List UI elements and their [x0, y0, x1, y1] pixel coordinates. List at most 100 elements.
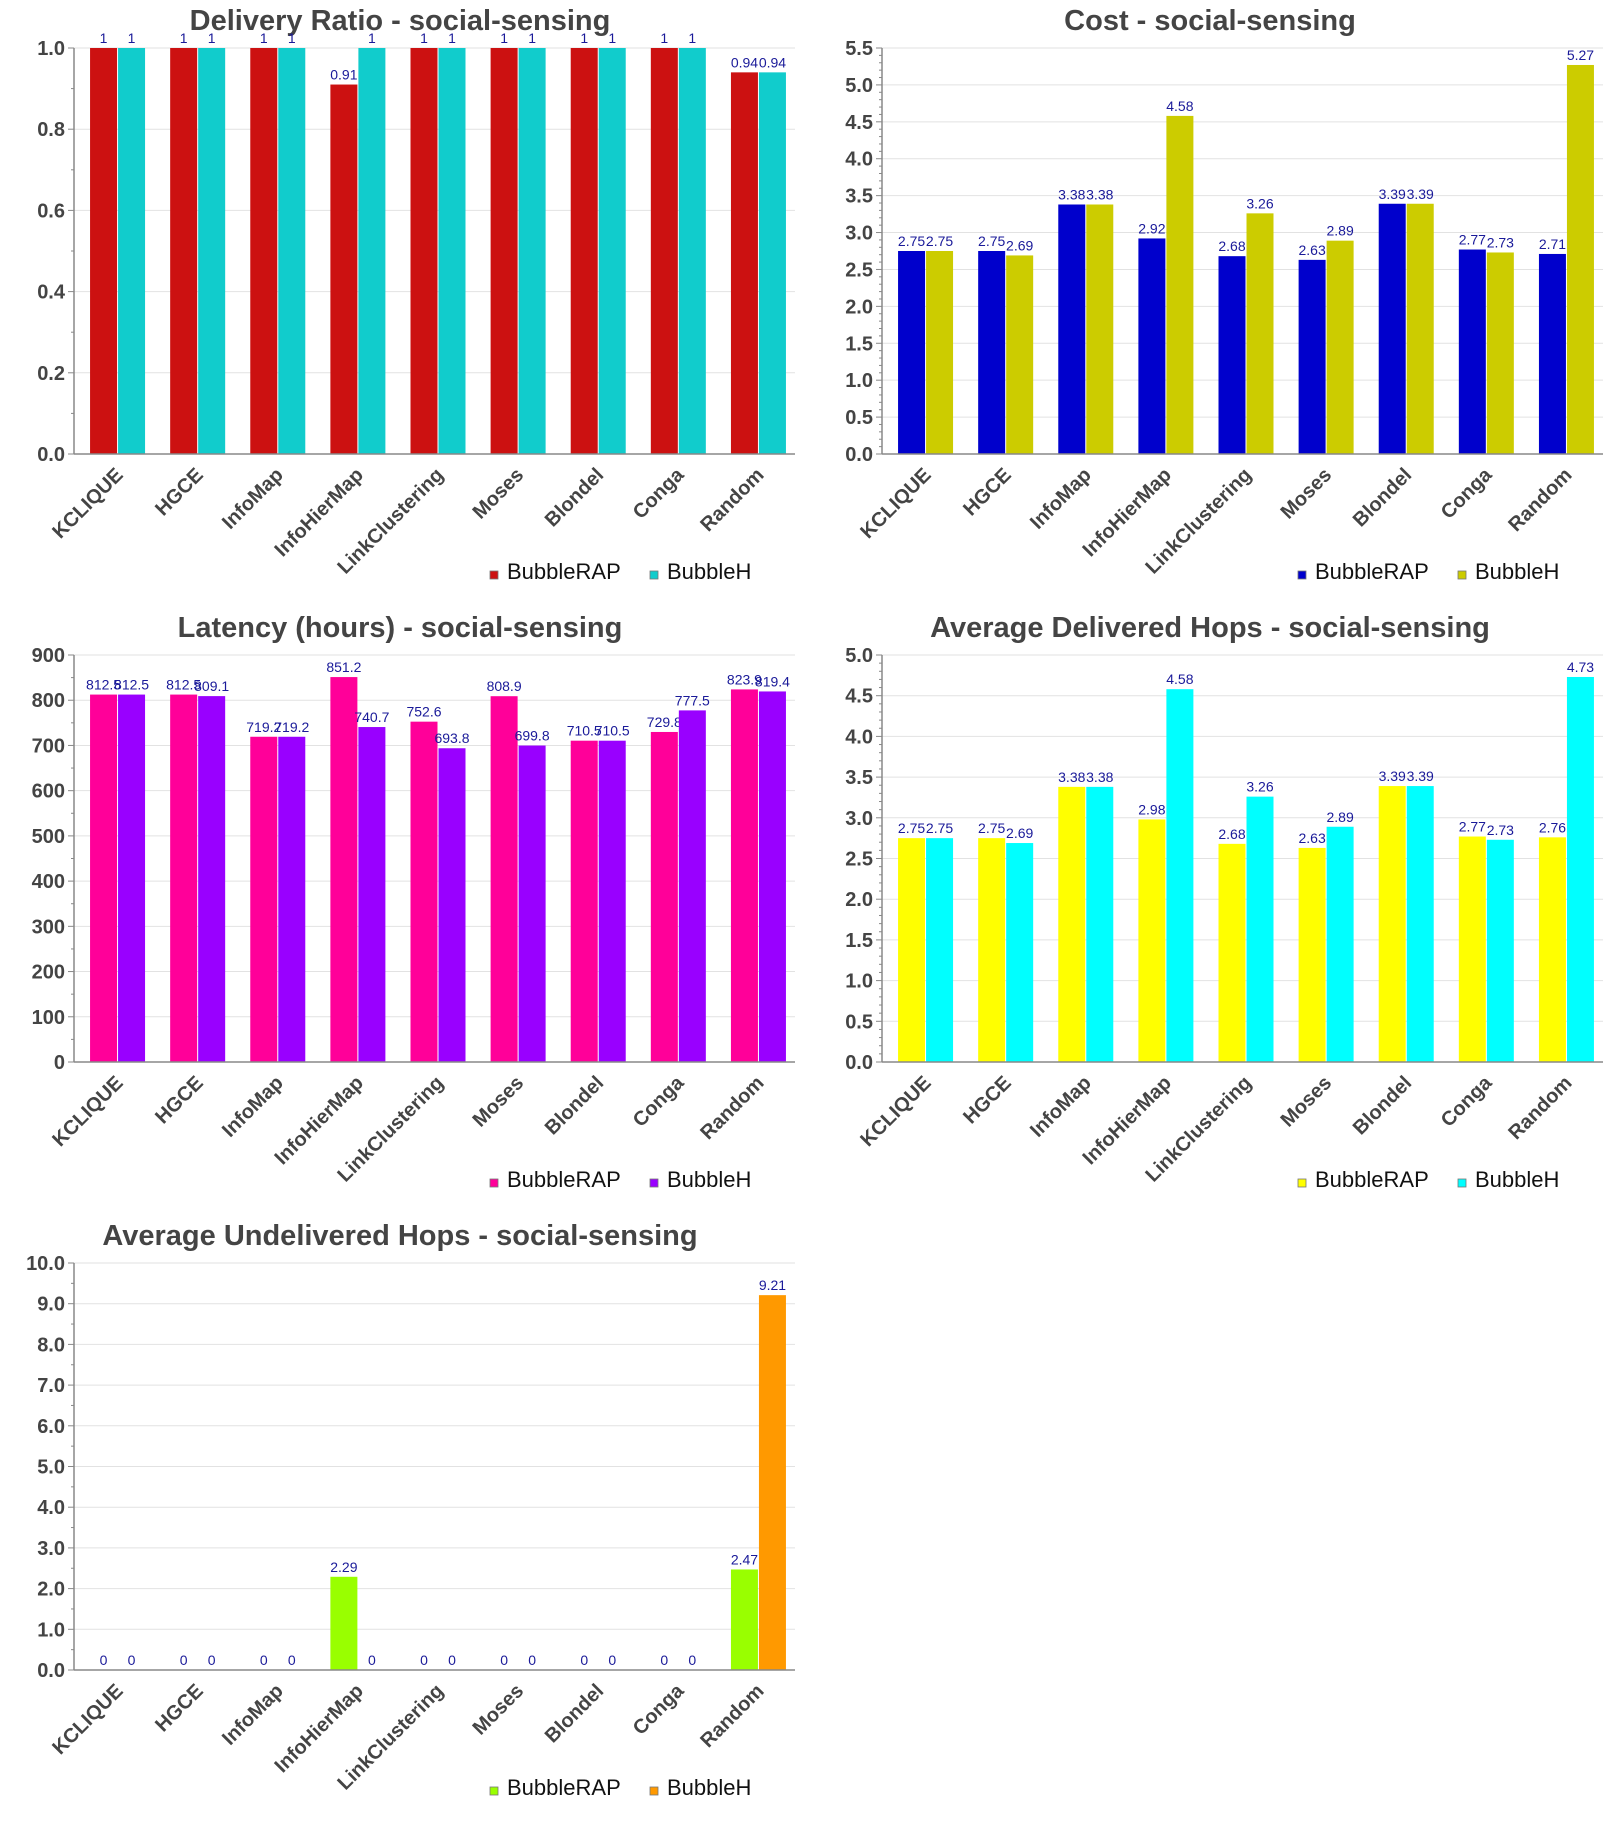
legend-swatch [1297, 570, 1307, 580]
legend-swatch [1457, 570, 1467, 580]
value-label: 2.68 [1218, 826, 1245, 842]
value-label: 2.29 [330, 1559, 357, 1575]
chart-title: Delivery Ratio - social-sensing [190, 5, 611, 37]
value-label: 1 [688, 30, 696, 46]
x-tick-label: Conga [629, 1679, 689, 1739]
value-label: 2.73 [1487, 822, 1514, 838]
value-label: 0 [528, 1652, 536, 1668]
y-tick-label: 1.5 [845, 930, 873, 952]
y-tick-label: 900 [32, 645, 65, 667]
legend-swatch [649, 570, 659, 580]
y-tick-label: 0.0 [845, 444, 873, 466]
value-label: 0 [368, 1652, 376, 1668]
bar-bubbleh-linkclustering [438, 48, 466, 454]
value-label: 740.7 [354, 709, 389, 725]
x-tick-label: Moses [469, 1680, 529, 1740]
bar-bubbleh-moses [1326, 826, 1354, 1062]
y-tick-label: 2.0 [845, 296, 873, 318]
bar-bubblerap-infohiermap [1138, 819, 1166, 1062]
bar-bubblerap-kclique [90, 48, 118, 454]
legend-label: BubbleH [1475, 559, 1559, 584]
bar-bubbleh-blondel [598, 48, 626, 454]
value-label: 3.38 [1058, 186, 1085, 202]
x-tick-label: InfoMap [1026, 1072, 1096, 1142]
value-label: 812.5 [86, 677, 121, 693]
bar-bubbleh-kclique [926, 838, 954, 1062]
x-tick-label: Moses [469, 1072, 529, 1132]
value-label: 2.47 [731, 1551, 758, 1567]
y-tick-label: 1.0 [845, 971, 873, 993]
bar-bubblerap-moses [1298, 259, 1326, 454]
bar-bubblerap-infomap [250, 736, 278, 1062]
bar-bubbleh-moses [1326, 240, 1354, 454]
bar-bubblerap-linkclustering [1218, 256, 1246, 454]
bar-bubblerap-conga [650, 731, 678, 1062]
y-tick-label: 1.0 [845, 370, 873, 392]
value-label: 752.6 [406, 704, 441, 720]
value-label: 1 [288, 30, 296, 46]
bar-bubblerap-hgce [978, 251, 1006, 454]
x-tick-label: Random [696, 1680, 768, 1752]
bar-bubblerap-conga [650, 48, 678, 454]
x-tick-label: InfoMap [218, 1072, 288, 1142]
value-label: 4.58 [1166, 671, 1193, 687]
bar-bubbleh-random [758, 691, 786, 1062]
x-tick-label: Blondel [1349, 1072, 1416, 1139]
bar-bubblerap-hgce [978, 838, 1006, 1062]
bar-bubbleh-kclique [926, 251, 954, 454]
value-label: 699.8 [515, 728, 550, 744]
legend-swatch [1297, 1178, 1307, 1188]
bar-bubbleh-hgce [1006, 843, 1034, 1062]
legend: BubbleRAP BubbleH [1297, 559, 1559, 584]
bar-bubbleh-moses [518, 48, 546, 454]
value-label: 729.8 [647, 714, 682, 730]
bar-bubbleh-linkclustering [1246, 213, 1274, 454]
value-label: 719.2 [274, 719, 309, 735]
value-label: 693.8 [434, 730, 469, 746]
bar-bubblerap-blondel [570, 48, 598, 454]
value-label: 1 [420, 30, 428, 46]
x-tick-label: HGCE [151, 464, 207, 520]
bar-bubblerap-conga [1458, 836, 1486, 1062]
x-tick-label: Blondel [541, 1680, 608, 1747]
y-tick-label: 3.0 [37, 1538, 65, 1560]
value-label: 1 [260, 30, 268, 46]
y-tick-label: 0.0 [845, 1052, 873, 1074]
bar-bubbleh-infomap [278, 48, 306, 454]
bar-bubbleh-infohiermap [1166, 115, 1194, 455]
x-tick-label: KCLIQUE [48, 464, 127, 543]
legend: BubbleRAP BubbleH [489, 559, 751, 584]
value-label: 1 [128, 30, 136, 46]
value-label: 2.77 [1459, 232, 1486, 248]
value-label: 0.91 [330, 67, 357, 83]
bar-bubblerap-infohiermap [1138, 238, 1166, 454]
chart-title: Latency (hours) - social-sensing [178, 612, 623, 644]
y-tick-label: 4.0 [845, 726, 873, 748]
x-tick-label: Moses [1277, 464, 1337, 524]
y-tick-label: 3.0 [845, 223, 873, 245]
chart-panel-0: Delivery Ratio - social-sensing 0.0 0.2 0.4… [37, 5, 795, 584]
bar-bubblerap-infomap [1058, 786, 1086, 1062]
value-label: 3.38 [1086, 186, 1113, 202]
value-label: 851.2 [326, 659, 361, 675]
value-label: 710.5 [595, 723, 630, 739]
bar-bubbleh-infohiermap [358, 727, 386, 1062]
bar-bubbleh-random [758, 72, 786, 455]
bar-bubbleh-infomap [1086, 204, 1114, 454]
value-label: 2.89 [1326, 223, 1353, 239]
value-label: 2.63 [1298, 242, 1325, 258]
value-label: 0 [260, 1652, 268, 1668]
y-tick-label: 4.5 [845, 112, 873, 134]
value-label: 2.69 [1006, 237, 1033, 253]
bar-bubbleh-infohiermap [358, 48, 386, 454]
y-tick-label: 100 [32, 1007, 65, 1029]
value-label: 2.92 [1138, 220, 1165, 236]
bar-bubblerap-random [1538, 253, 1566, 454]
chart-title: Cost - social-sensing [1064, 5, 1356, 37]
legend-swatch [649, 1178, 659, 1188]
bar-bubblerap-random [730, 72, 758, 455]
value-label: 2.77 [1459, 819, 1486, 835]
value-label: 1 [100, 30, 108, 46]
bar-bubblerap-infohiermap [330, 677, 358, 1062]
y-tick-label: 10.0 [26, 1253, 65, 1275]
